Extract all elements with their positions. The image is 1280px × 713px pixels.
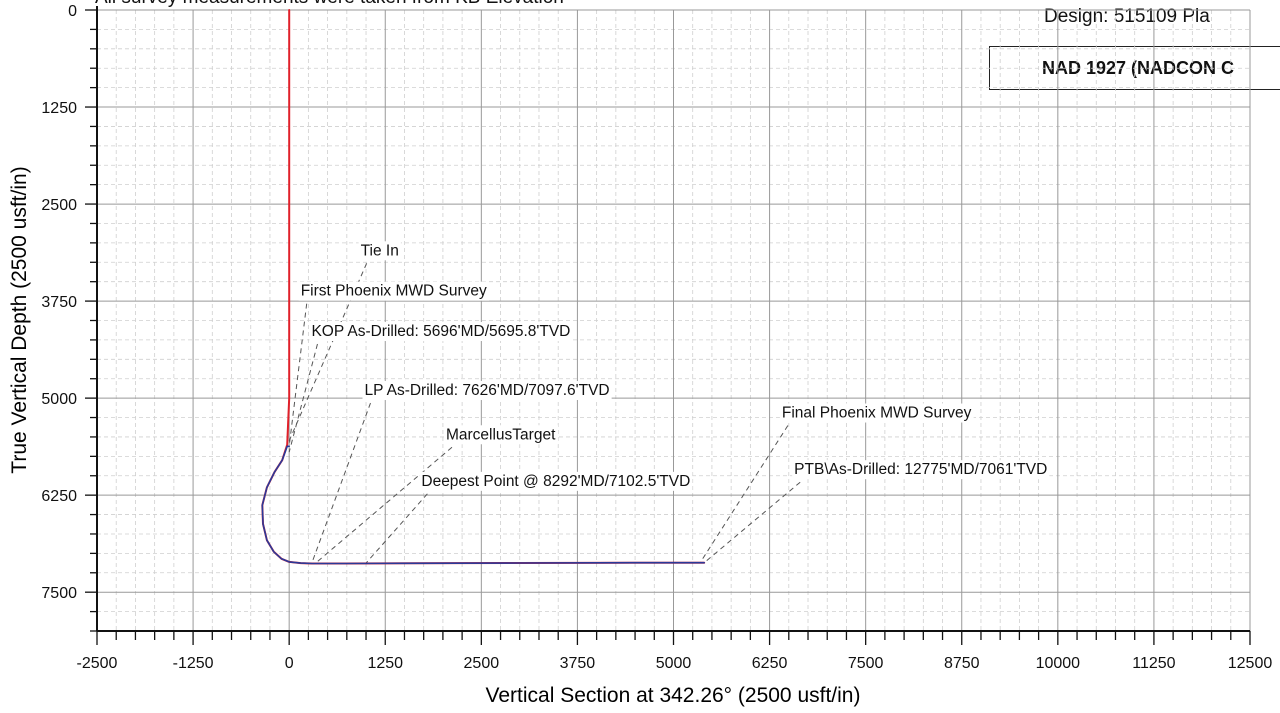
x-tick-label: 5000 (656, 655, 692, 672)
axes: -2500 -1250 0 1250 2500 3750 5000 6250 7500 8750 1… (41, 3, 1272, 672)
annotation-label-backing (779, 403, 974, 423)
x-tick-label: 7500 (848, 655, 884, 672)
annotation-leader (311, 402, 371, 563)
y-axis-label: True Vertical Depth (2500 usft/in) (8, 166, 31, 473)
annotation-leader (699, 425, 789, 563)
annotation-leader (315, 446, 453, 564)
header-note: All survey measurements were taken from … (95, 0, 564, 9)
series-group (261, 9, 706, 565)
annotation-leader (365, 493, 428, 564)
annotation-label: PTB\As-Drilled: 12775'MD/7061'TVD (794, 461, 1047, 478)
annotation-label: KOP As-Drilled: 5696'MD/5695.8'TVD (311, 323, 570, 340)
x-tick-label: 0 (285, 655, 294, 672)
y-tick-label: 0 (68, 3, 77, 20)
annotation-label-backing (362, 381, 612, 401)
x-tick-label: 10000 (1036, 655, 1081, 672)
y-tick-label: 7500 (41, 585, 77, 602)
annotation-label-backing (309, 322, 573, 342)
annotation-leader (703, 481, 801, 564)
annotation-label: First Phoenix MWD Survey (301, 283, 487, 300)
x-axis-label: Vertical Section at 342.26° (2500 usft/i… (486, 684, 861, 707)
annotation-leader (288, 343, 318, 453)
annotation-label-backing (419, 471, 693, 491)
y-tick-label: 6250 (41, 488, 77, 505)
annotation-label: Tie In (361, 242, 399, 259)
annotation-label-backing (792, 460, 1050, 480)
annotation-leaders (288, 263, 801, 564)
annotation-label: Final Phoenix MWD Survey (782, 405, 972, 422)
x-tick-label: 3750 (560, 655, 596, 672)
datum-label: NAD 1927 (NADCON C (1042, 58, 1235, 78)
x-tick-label: 2500 (464, 655, 500, 672)
x-tick-label: 6250 (752, 655, 788, 672)
x-tick-label: 11250 (1132, 655, 1175, 672)
x-tick-label: -2500 (77, 655, 118, 672)
y-tick-label: 5000 (41, 391, 77, 408)
y-tick-label: 1250 (41, 100, 77, 117)
actual-wellbore-line (261, 445, 705, 565)
x-tick-label: 12500 (1228, 655, 1273, 672)
annotation-label: Deepest Point @ 8292'MD/7102.5'TVD (421, 473, 690, 490)
x-tick-label: 1250 (367, 655, 403, 672)
annotation-label: MarcellusTarget (446, 426, 556, 443)
x-tick-label: -1250 (173, 655, 214, 672)
annotation-label: LP As-Drilled: 7626'MD/7097.6'TVD (364, 382, 609, 399)
annotation-leader (288, 303, 308, 447)
x-tick-label: 8750 (944, 655, 980, 672)
annotation-label-backing (358, 241, 401, 261)
annotation-label-backing (443, 425, 559, 445)
y-tick-label: 3750 (41, 294, 77, 311)
annotation-label-backing (298, 281, 489, 301)
annotation-labels: Tie In First Phoenix MWD Survey KOP As-Dri… (298, 241, 1050, 491)
y-tick-label: 2500 (41, 197, 77, 214)
design-label: Design: 515109 Pla (1044, 6, 1210, 27)
